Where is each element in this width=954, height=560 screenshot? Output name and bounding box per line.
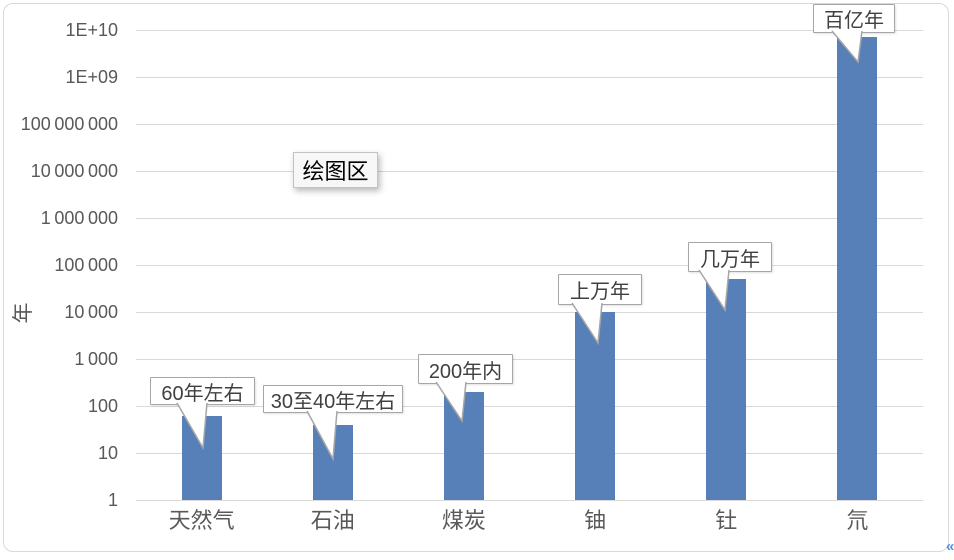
bar-煤炭[interactable] bbox=[443, 391, 484, 500]
y-axis-tick-label: 10 bbox=[97, 443, 118, 463]
callout-石油[interactable]: 30至40年左右 bbox=[263, 385, 403, 413]
y-axis-tick-label: 1 000 000 bbox=[40, 208, 118, 228]
callout-煤炭[interactable]: 200年内 bbox=[418, 354, 513, 384]
category-label-氘: 氘 bbox=[846, 508, 869, 533]
y-axis-tick-label: 100 000 000 bbox=[20, 114, 118, 134]
callout-天然气[interactable]: 60年左右 bbox=[150, 377, 255, 405]
plot-area-tooltip: 绘图区 bbox=[293, 152, 378, 188]
gridline bbox=[136, 359, 923, 360]
bar-钍[interactable] bbox=[706, 279, 747, 500]
gridline bbox=[136, 124, 923, 125]
gridline bbox=[136, 30, 923, 31]
category-label-煤炭: 煤炭 bbox=[441, 508, 486, 533]
bar-铀[interactable] bbox=[575, 312, 616, 500]
category-label-天然气: 天然气 bbox=[168, 508, 235, 533]
y-axis-tick-label: 10 000 bbox=[64, 302, 118, 322]
callout-铀[interactable]: 上万年 bbox=[558, 274, 642, 305]
left-double-chevron-icon[interactable]: « bbox=[946, 538, 954, 555]
gridline bbox=[136, 453, 923, 454]
gridline bbox=[136, 77, 923, 78]
callout-钍[interactable]: 几万年 bbox=[688, 242, 772, 272]
callout-氘[interactable]: 百亿年 bbox=[813, 4, 895, 33]
gridline bbox=[136, 218, 923, 219]
gridline bbox=[136, 500, 923, 501]
bar-天然气[interactable] bbox=[181, 416, 222, 500]
bar-石油[interactable] bbox=[312, 424, 353, 500]
bar-氘[interactable] bbox=[837, 37, 878, 500]
y-axis-tick-label: 1 000 bbox=[74, 349, 118, 369]
category-label-石油: 石油 bbox=[310, 508, 355, 533]
category-label-铀: 铀 bbox=[584, 508, 607, 533]
gridline bbox=[136, 171, 923, 172]
y-axis-tick-label: 10 000 000 bbox=[30, 161, 118, 181]
gridline bbox=[136, 406, 923, 407]
gridline bbox=[136, 312, 923, 313]
category-label-钍: 钍 bbox=[715, 508, 738, 533]
y-axis-tick-label: 100 bbox=[87, 396, 118, 416]
y-axis-title: 年 bbox=[12, 302, 35, 324]
y-axis-tick-label: 100 000 bbox=[54, 255, 118, 275]
y-axis-tick-label: 1E+09 bbox=[65, 67, 118, 87]
gridline bbox=[136, 265, 923, 266]
y-axis-tick-label: 1E+10 bbox=[65, 20, 118, 40]
y-axis-tick-label: 1 bbox=[107, 490, 118, 510]
